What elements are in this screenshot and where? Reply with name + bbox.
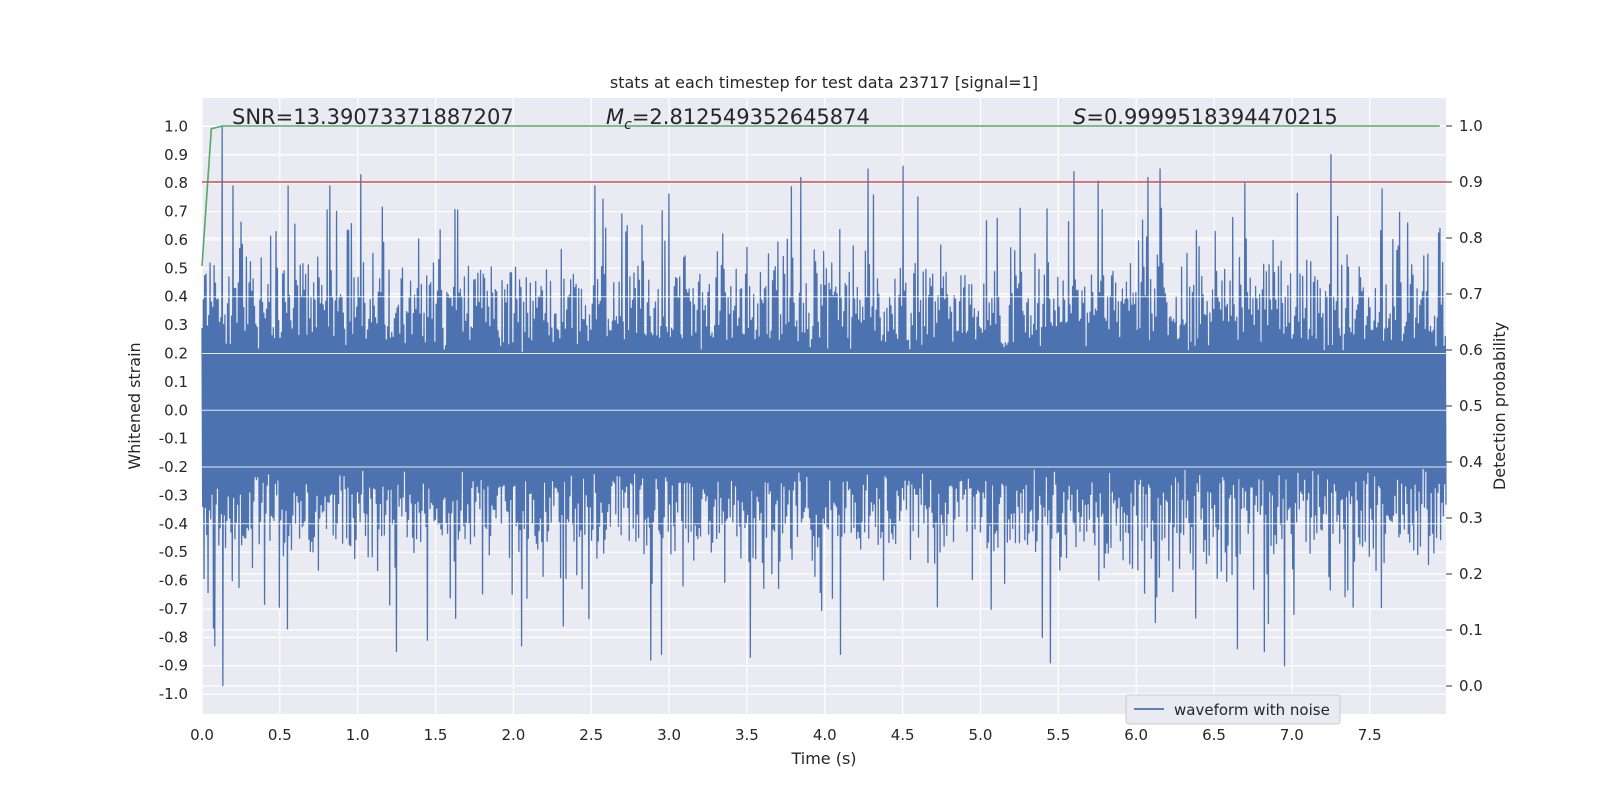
y-tick-label: -0.2: [159, 458, 188, 476]
y-right-tick-label: 0.9: [1459, 173, 1483, 191]
s-annotation: S=0.9999518394470215: [1073, 105, 1338, 129]
x-tick-label: 0.5: [268, 726, 292, 744]
y-tick-label: -0.4: [159, 515, 188, 533]
x-tick-label: 2.0: [501, 726, 525, 744]
y-tick-label: -0.7: [159, 600, 188, 618]
y-tick-label: 0.5: [164, 259, 188, 277]
y-tick-label: -0.1: [159, 430, 188, 448]
x-tick-label: 3.5: [735, 726, 759, 744]
mc-symbol: M: [606, 105, 624, 129]
x-tick-label: 4.0: [813, 726, 837, 744]
y-tick-label: -0.9: [159, 657, 188, 675]
y-tick-label: 1.0: [164, 117, 188, 135]
y-right-tick-label: 0.1: [1459, 621, 1483, 639]
y-tick-label: -0.8: [159, 628, 188, 646]
y-right-tick-label: 0.8: [1459, 229, 1483, 247]
snr-annotation: SNR=13.39073371887207: [232, 105, 514, 129]
x-tick-label: 7.5: [1358, 726, 1382, 744]
y-tick-label: 0.4: [164, 288, 188, 306]
x-tick-label: 4.5: [891, 726, 915, 744]
y-axis-label: Whitened strain: [125, 342, 144, 469]
x-tick-label: 3.0: [657, 726, 681, 744]
x-tick-label: 1.0: [346, 726, 370, 744]
chart-title: stats at each timestep for test data 237…: [610, 73, 1038, 92]
x-tick-label: 0.0: [190, 726, 214, 744]
probability-series: [201, 125, 1446, 525]
y-tick-label: 0.3: [164, 316, 188, 334]
y-tick-label: 0.6: [164, 231, 188, 249]
y-right-tick-label: 0.3: [1459, 509, 1483, 527]
y-axis-right-label: Detection probability: [1490, 322, 1509, 490]
legend-box: [1125, 694, 1341, 725]
tick-labels: 0.0 0.5 1.0 1.5 2.0 2.5 3.0 3.5 4.0 4.5 5.0 5.5 6.0 6…: [159, 117, 1483, 744]
x-tick-label: 6.0: [1124, 726, 1148, 744]
y-tick-label: 0.0: [164, 401, 188, 419]
x-tick-label: 2.5: [579, 726, 603, 744]
y-tick-label: 0.2: [164, 344, 188, 362]
s-value: =0.9999518394470215: [1086, 105, 1337, 129]
s-symbol: S: [1073, 105, 1086, 129]
y-tick-label: -0.6: [159, 572, 188, 590]
y-tick-label: 0.1: [164, 373, 188, 391]
x-tick-label: 5.5: [1046, 726, 1070, 744]
y-right-tick-label: 0.5: [1459, 397, 1483, 415]
x-tick-label: 5.0: [969, 726, 993, 744]
x-tick-label: 7.0: [1280, 726, 1304, 744]
mc-value: =2.812549352645874: [632, 105, 870, 129]
detection-probability-line: [201, 125, 1440, 267]
y-tick-label: 0.8: [164, 174, 188, 192]
y-right-tick-label: 0.4: [1459, 453, 1483, 471]
mc-annotation: Mc=2.812549352645874: [606, 105, 870, 133]
y-tick-label: 0.7: [164, 203, 188, 221]
x-tick-label: 6.5: [1202, 726, 1226, 744]
y-right-tick-label: 0.6: [1459, 341, 1483, 359]
legend: waveform with noise: [1125, 694, 1341, 725]
x-axis-label: Time (s): [790, 749, 856, 768]
y-tick-label: -0.5: [159, 543, 188, 561]
y-tick-label: -0.3: [159, 486, 188, 504]
x-tick-label: 1.5: [424, 726, 448, 744]
y-right-tick-label: 0.0: [1459, 677, 1483, 695]
y-right-tick-label: 1.0: [1459, 117, 1483, 135]
y-right-tick-label: 0.7: [1459, 285, 1483, 303]
waveform-line: [201, 125, 1447, 687]
legend-entry-waveform: waveform with noise: [1174, 701, 1330, 719]
y-tick-label: -1.0: [159, 685, 188, 703]
y-right-tick-label: 0.2: [1459, 565, 1483, 583]
mc-subscript: c: [624, 117, 632, 133]
y-tick-label: 0.9: [164, 146, 188, 164]
